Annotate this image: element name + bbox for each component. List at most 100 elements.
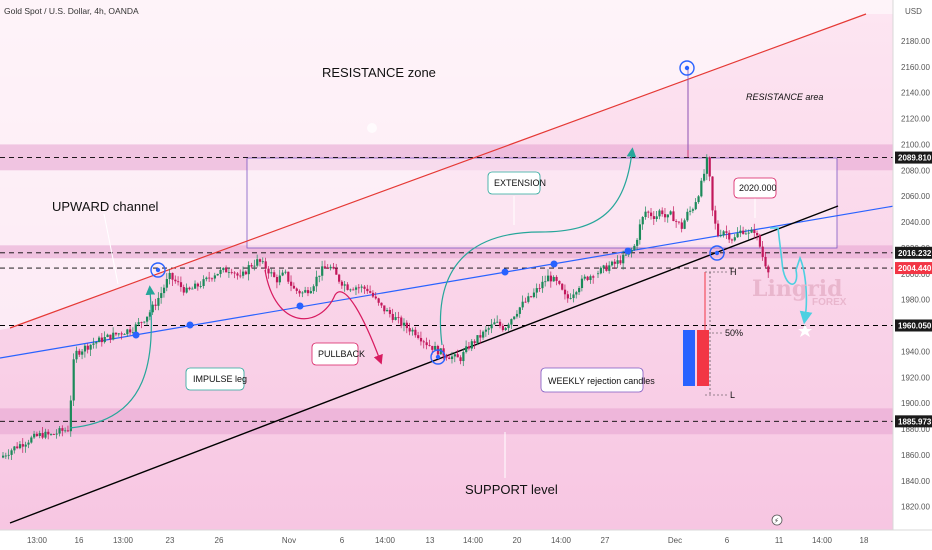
candle-body: [592, 276, 595, 278]
touch-dot-2: [435, 354, 441, 360]
candle-body: [753, 229, 756, 233]
candle-body: [109, 334, 112, 340]
y-tick-label: 2100.00: [901, 140, 930, 149]
price-tag-bg-1: [895, 246, 932, 259]
candle-body: [714, 210, 717, 224]
candle-body: [30, 437, 33, 443]
candle-body: [354, 287, 358, 290]
candle-body: [188, 287, 191, 290]
candle-body: [112, 332, 115, 340]
candle-body: [306, 290, 310, 294]
candle-body: [196, 283, 200, 287]
candle-body: [504, 328, 507, 331]
candle-body: [366, 288, 369, 292]
extension-arrow[interactable]: [439, 147, 637, 346]
candle-body: [114, 332, 118, 335]
touch-circle-2[interactable]: [430, 349, 446, 365]
price-tag-bg-4: [895, 415, 932, 428]
candle-body: [532, 292, 536, 298]
candle-body: [622, 254, 625, 264]
candle-body: [264, 261, 267, 269]
brand-sub: FOREX: [812, 297, 847, 308]
candle-body: [453, 354, 457, 357]
impulse-arrow[interactable]: [69, 285, 156, 429]
candle-body: [371, 292, 375, 297]
candle-body: [462, 352, 465, 362]
pullback-arrow[interactable]: [264, 269, 383, 365]
candle-body: [658, 210, 661, 217]
candle-body: [544, 281, 547, 283]
price-tag-bg-3: [895, 319, 932, 332]
candle-body: [199, 286, 202, 287]
resistance-trendline[interactable]: [9, 13, 867, 329]
candle-body: [722, 231, 725, 236]
candle-body: [711, 176, 714, 211]
candle-body: [64, 430, 67, 432]
candle-body: [222, 267, 225, 270]
candle-body: [292, 285, 296, 289]
lightning-icon[interactable]: [771, 514, 783, 526]
candle-body: [761, 246, 764, 257]
channel-pointer: [103, 213, 119, 285]
candle-body: [177, 281, 180, 283]
time-axis[interactable]: [0, 530, 932, 550]
x-tick-label: 13:00: [113, 536, 134, 545]
touch-circle-1[interactable]: [150, 262, 166, 278]
candle-body: [569, 298, 572, 299]
candle-body: [417, 335, 420, 338]
candle-body: [686, 211, 689, 221]
channel-midline[interactable]: [0, 204, 901, 359]
candle-body: [41, 432, 44, 438]
candle-body: [66, 430, 70, 432]
candle-body: [58, 428, 61, 434]
candle-body: [281, 272, 284, 276]
candle-body: [719, 235, 722, 237]
candle-body: [179, 282, 183, 288]
candle-body: [663, 214, 667, 218]
candle-body: [599, 267, 602, 274]
candle-body: [89, 344, 92, 350]
candle-body: [739, 230, 742, 234]
weekly-candle-bear: [697, 330, 709, 386]
x-tick-label: Dec: [668, 536, 682, 545]
candle-body: [247, 265, 250, 275]
candle-body: [160, 293, 163, 298]
candle-body: [490, 324, 493, 329]
candle-body: [295, 288, 298, 291]
candle-body: [106, 334, 109, 338]
candle-body: [143, 321, 146, 323]
candle-body: [18, 444, 22, 449]
candle-body: [131, 332, 135, 334]
candle-body: [323, 266, 327, 269]
candle-body: [261, 261, 264, 263]
extension-label: EXTENSION: [494, 178, 546, 188]
candle-body: [397, 317, 400, 318]
candle-body: [527, 296, 530, 302]
candle-body: [346, 284, 349, 290]
candle-body: [270, 272, 273, 274]
candle-body: [83, 345, 87, 352]
candle-body: [541, 281, 544, 289]
candle-body: [225, 267, 228, 273]
support-trendline[interactable]: [9, 205, 839, 524]
price-tag-1: 2016.232: [898, 249, 932, 258]
touch-circle-3[interactable]: [679, 60, 695, 76]
candle-body: [213, 275, 216, 279]
y-tick-label: 1900.00: [901, 399, 930, 408]
projection-arrow[interactable]: [770, 227, 813, 325]
candle-body: [377, 298, 380, 303]
candle-body: [636, 239, 639, 246]
candle-body: [402, 322, 406, 326]
y-tick-label: 2000.00: [901, 270, 930, 279]
candle-body: [725, 231, 728, 233]
candle-body: [386, 310, 389, 312]
y-tick-label: 2120.00: [901, 115, 930, 124]
candle-body: [524, 301, 527, 303]
candle-body: [613, 261, 616, 264]
candle-body: [391, 313, 394, 320]
touch-circle-4[interactable]: [709, 245, 725, 261]
candle-body: [298, 290, 301, 294]
candle-body: [716, 223, 720, 236]
candle-body: [185, 287, 188, 293]
